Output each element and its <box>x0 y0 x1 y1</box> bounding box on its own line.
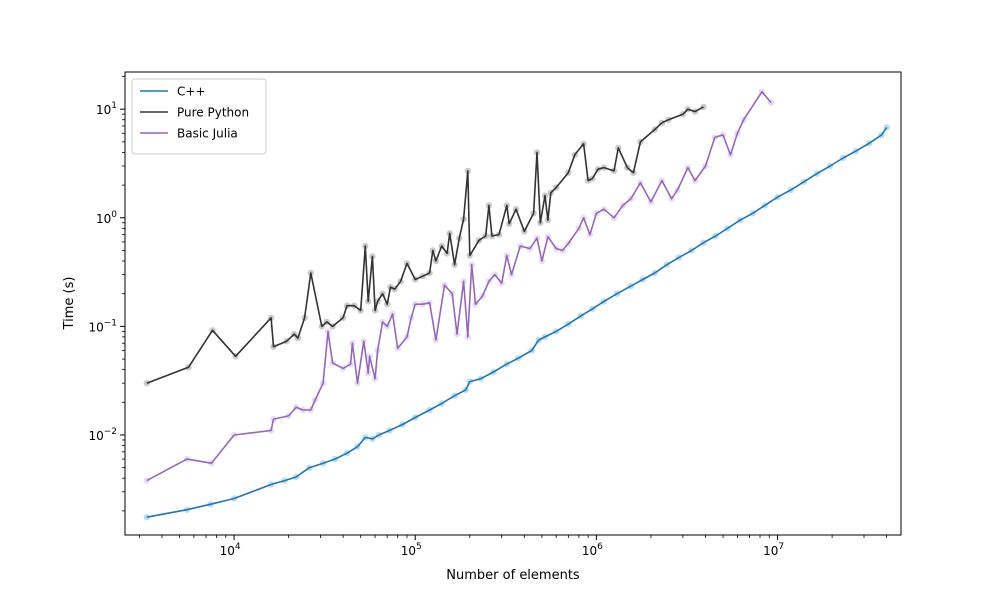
series-basic-julia <box>143 88 775 484</box>
x-tick-label: 106 <box>582 542 603 558</box>
y-tick-label: 10−1 <box>88 318 117 334</box>
legend-label-c: C++ <box>177 85 206 99</box>
series-line-pure-python <box>146 106 704 384</box>
series-pure-python <box>143 103 707 387</box>
legend-label-pure-python: Pure Python <box>177 106 249 120</box>
plot-frame <box>124 71 902 536</box>
legend: C++ Pure Python Basic Julia <box>131 78 267 155</box>
y-axis-label: Time (s) <box>62 277 77 331</box>
x-tick-label: 107 <box>763 542 784 558</box>
y-tick-label: 100 <box>96 210 117 226</box>
x-tick-label: 105 <box>401 542 422 558</box>
axes-layer: 104 105 106 107 10−2 10−1 100 101 <box>88 76 888 558</box>
y-tick-label: 101 <box>96 101 117 117</box>
series-c <box>143 124 890 521</box>
series-line-basic-julia <box>146 90 772 482</box>
plot-layer <box>143 88 890 521</box>
legend-label-basic-julia: Basic Julia <box>177 127 238 141</box>
x-tick-label: 104 <box>220 542 241 558</box>
y-tick-label: 10−2 <box>88 427 117 443</box>
series-line-c <box>146 126 888 518</box>
x-axis-label: Number of elements <box>446 568 580 583</box>
legend-box <box>131 78 267 155</box>
